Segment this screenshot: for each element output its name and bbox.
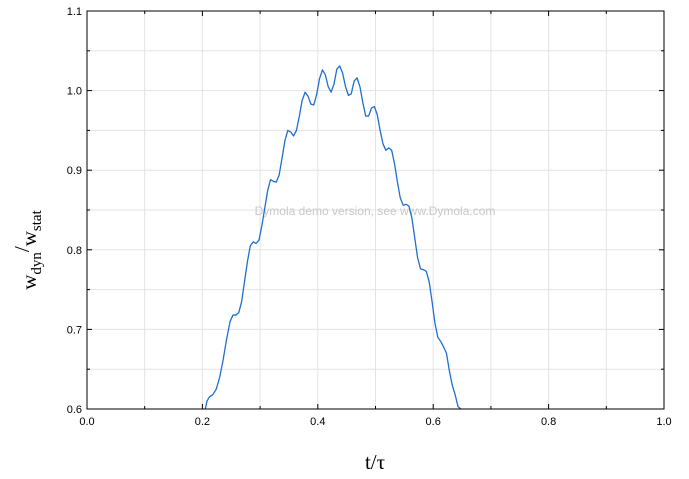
y-axis-title: wdyn/wstat	[10, 209, 45, 289]
x-tick-label: 0.4	[310, 416, 325, 428]
x-axis-ticks: 0.0 0.2 0.4 0.6 0.8 1.0	[79, 11, 672, 428]
y-label-sub: dyn	[29, 252, 45, 275]
y-label-slash: /	[10, 246, 34, 252]
x-tick-label: 0.0	[79, 416, 94, 428]
y-label-den-sub: stat	[29, 209, 45, 231]
y-label-den: w	[17, 230, 41, 246]
y-tick-label: 0.9	[67, 165, 82, 177]
x-tick-label: 0.2	[195, 416, 210, 428]
y-tick-label: 0.8	[67, 245, 82, 257]
x-tick-label: 0.6	[426, 416, 441, 428]
x-axis-title: t/τ	[365, 450, 385, 474]
y-tick-label: 1.0	[67, 86, 82, 98]
y-tick-label: 0.7	[67, 324, 82, 336]
y-label-base: w	[17, 274, 41, 290]
watermark-text: Dymola demo version, see www.Dymola.com	[255, 204, 496, 218]
x-tick-label: 1.0	[656, 416, 671, 428]
y-tick-label: 0.6	[67, 404, 82, 416]
y-tick-label: 1.1	[67, 6, 82, 18]
y-axis-ticks: 0.6 0.7 0.8 0.9 1.0 1.1	[67, 6, 664, 416]
x-tick-label: 0.8	[541, 416, 556, 428]
series-line-0	[204, 65, 463, 409]
